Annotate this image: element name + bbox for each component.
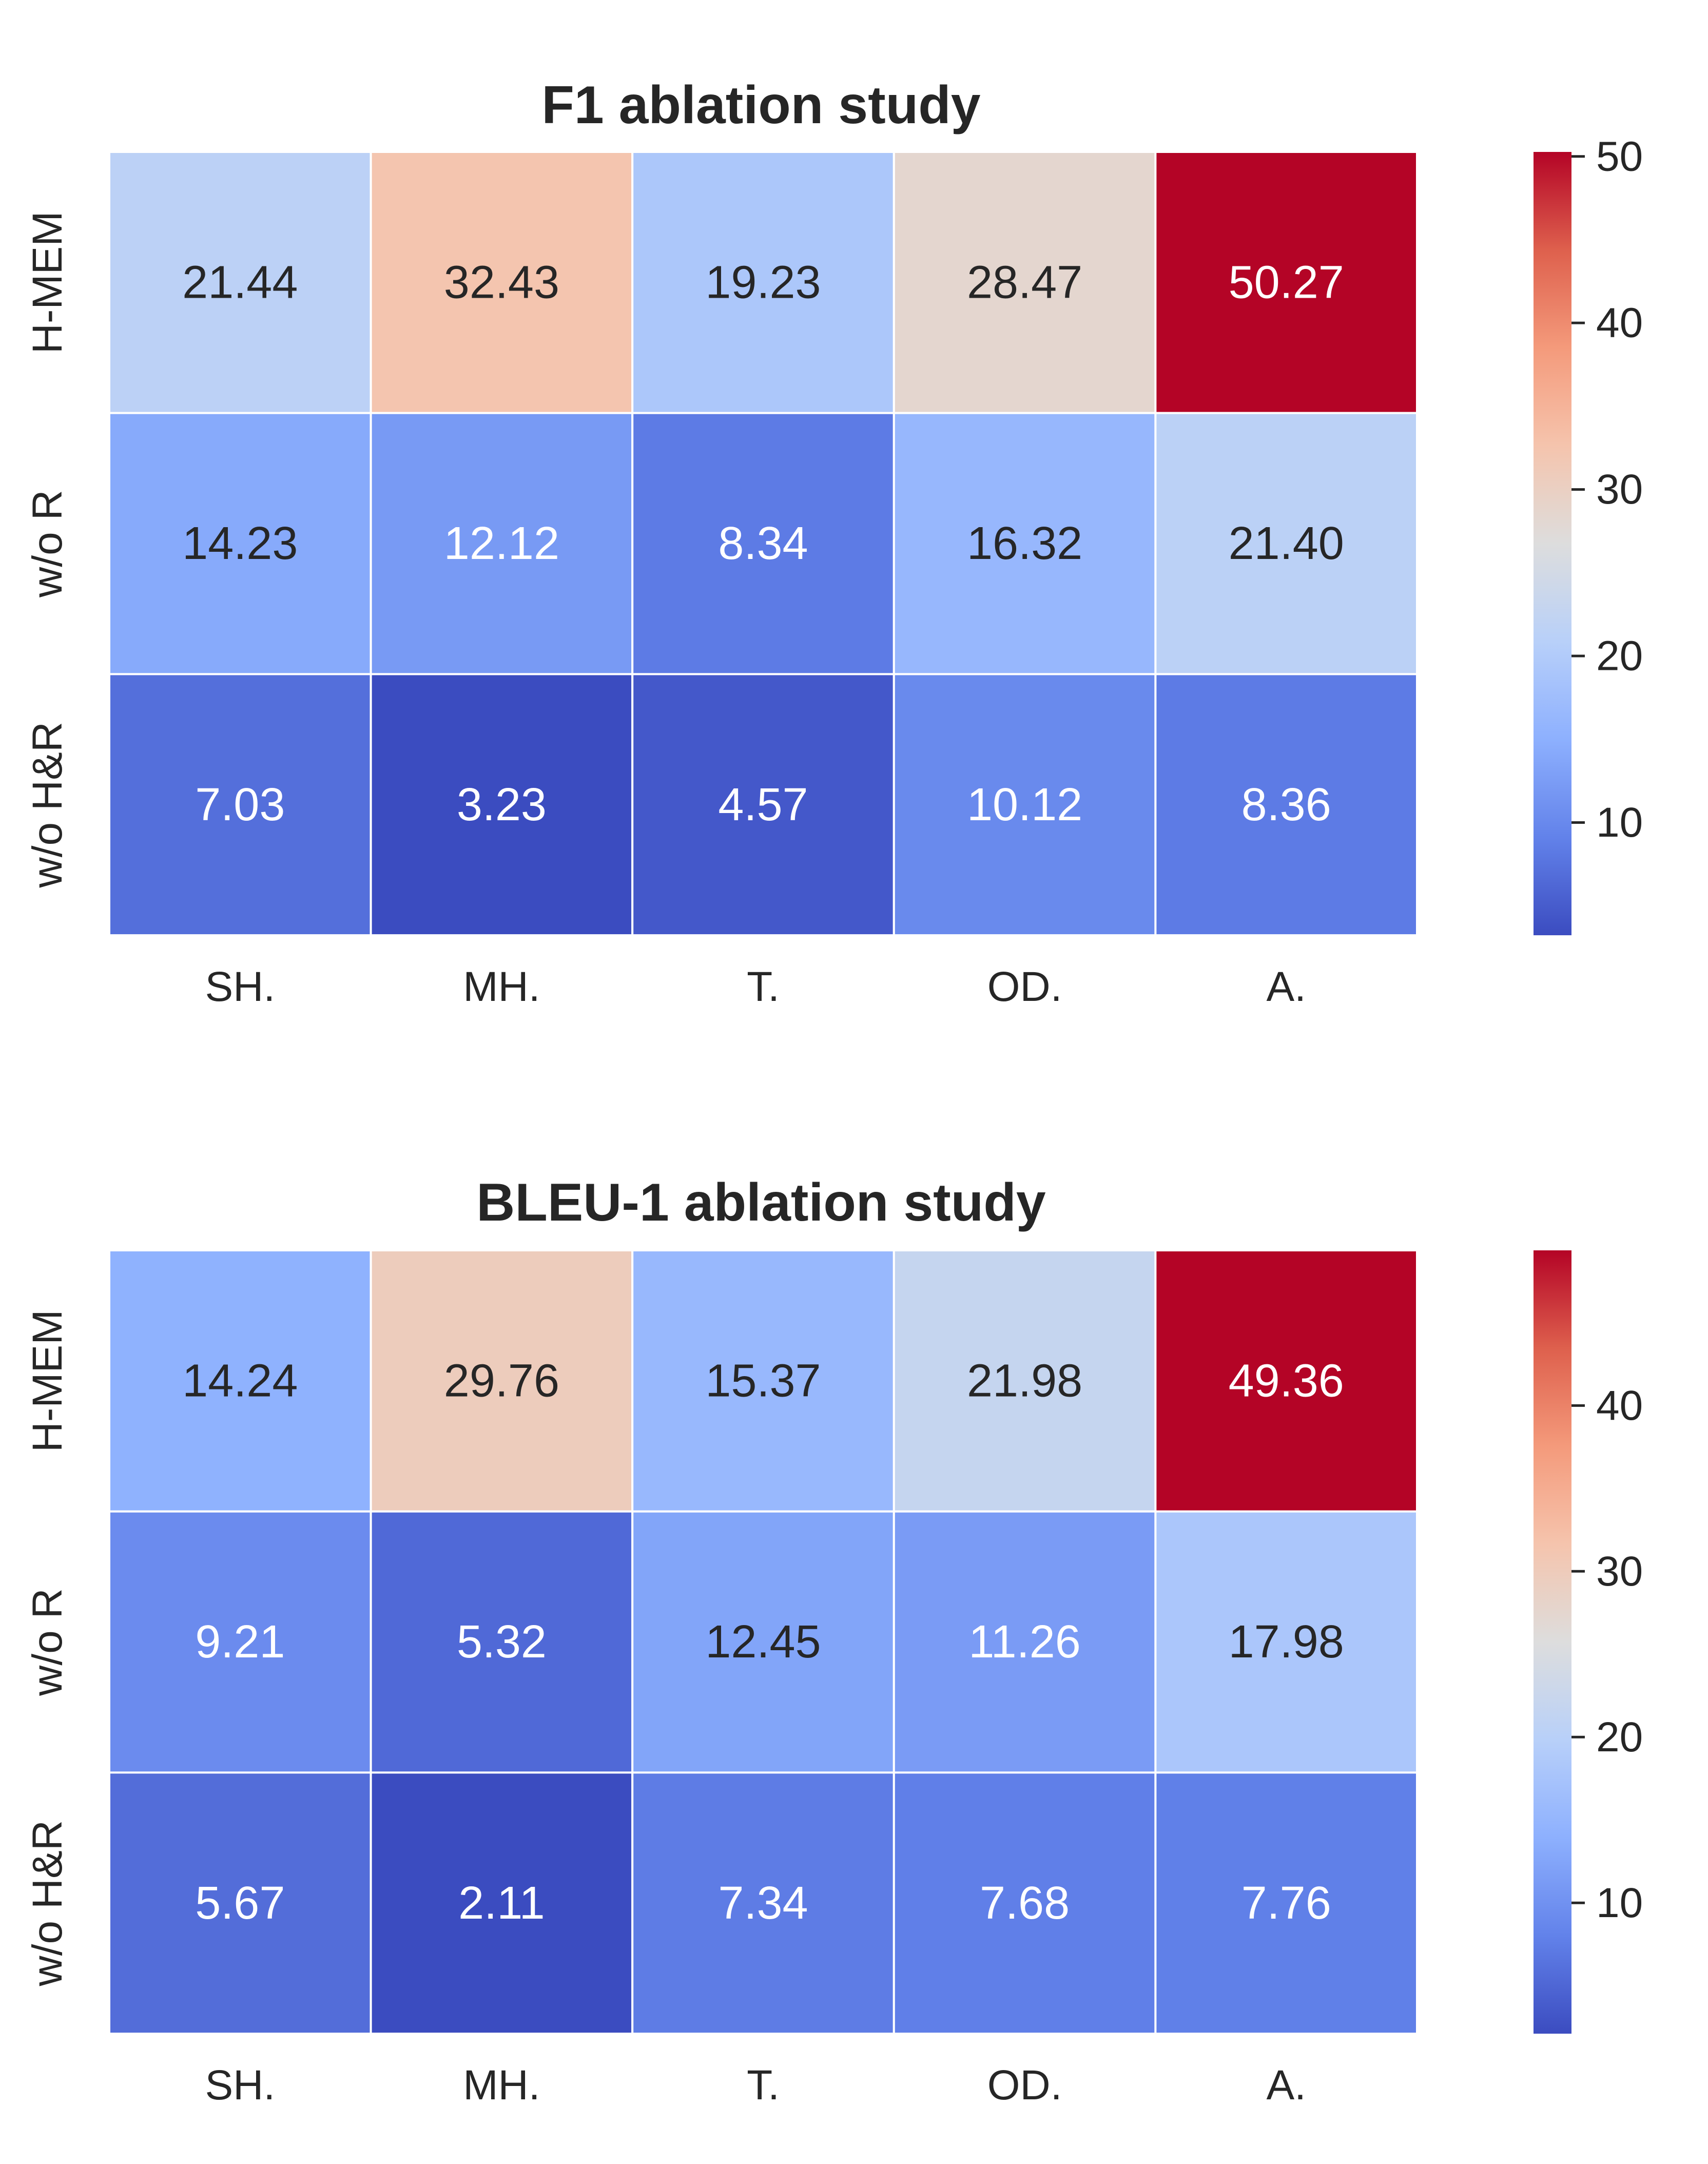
heatmap-cell <box>108 1771 372 2035</box>
colorbar-tick-label: 10 <box>1596 1880 1643 1926</box>
cell-value-label: 49.36 <box>1229 1355 1344 1406</box>
y-tick-label: w/o H&R <box>24 1820 71 1987</box>
cell-value-label: 4.57 <box>718 779 808 830</box>
heatmap-cell <box>1154 412 1418 675</box>
cell-value-label: 21.44 <box>182 257 298 308</box>
x-tick-label: MH. <box>463 963 540 1010</box>
x-tick-label: OD. <box>987 2062 1062 2109</box>
colorbar-tick-label: 50 <box>1596 133 1643 180</box>
cell-value-label: 2.11 <box>458 1878 545 1929</box>
heatmap-cell <box>631 1771 895 2035</box>
heatmap-cell <box>370 1771 634 2035</box>
y-tick-labels: H-MEM w/o R w/o H&R <box>24 211 71 888</box>
heatmap-cell <box>892 1510 1157 1774</box>
cell-value-label: 7.03 <box>195 779 285 830</box>
cell-value-label: 15.37 <box>705 1355 821 1406</box>
y-tick-label: H-MEM <box>24 1309 71 1452</box>
colorbar-tick-label: 30 <box>1596 1548 1643 1595</box>
cell-value-label: 8.36 <box>1241 779 1331 830</box>
cell-value-label: 5.32 <box>457 1616 547 1668</box>
heatmap-cell <box>892 1771 1157 2035</box>
cell-value-label: 5.67 <box>195 1878 285 1929</box>
cell-value-label: 28.47 <box>967 257 1082 308</box>
x-tick-label: A. <box>1266 2062 1306 2109</box>
cell-value-label: 21.40 <box>1229 518 1344 569</box>
heatmap-cells: 21.44 32.43 19.23 28.47 50.27 14.23 12.12 8.34 1… <box>108 151 1418 937</box>
colorbar-tick-label: 20 <box>1596 1714 1643 1761</box>
cell-value-label: 7.34 <box>718 1878 808 1929</box>
heatmap-cell <box>370 1249 634 1513</box>
heatmap-cell <box>1154 1249 1418 1513</box>
heatmap-cell <box>631 412 895 675</box>
x-tick-labels: SH. MH. T. OD. A. <box>205 2062 1306 2109</box>
cell-value-label: 50.27 <box>1229 257 1344 308</box>
colorbar-gradient <box>1534 1250 1571 2034</box>
cell-value-label: 14.24 <box>182 1355 298 1406</box>
heatmap-cell <box>892 151 1157 414</box>
colorbar-tick-label: 20 <box>1596 633 1643 680</box>
cell-value-label: 7.76 <box>1241 1878 1331 1929</box>
cell-value-label: 32.43 <box>444 257 559 308</box>
cell-value-label: 21.98 <box>967 1355 1082 1406</box>
cell-value-label: 9.21 <box>195 1616 285 1668</box>
y-tick-label: H-MEM <box>24 211 71 354</box>
cell-value-label: 29.76 <box>444 1355 559 1406</box>
heatmap-cell <box>1154 1771 1418 2035</box>
heatmap-cell <box>108 151 372 414</box>
heatmap-cell <box>108 1249 372 1513</box>
heatmap-cell <box>892 673 1157 937</box>
f1-heatmap-panel: F1 ablation study 21.44 32.43 19.23 28.47 50… <box>24 75 1643 1010</box>
y-tick-label: w/o R <box>24 1588 71 1696</box>
x-tick-label: T. <box>747 2062 780 2109</box>
heatmap-cell <box>1154 151 1418 414</box>
colorbar-tick-label: 10 <box>1596 799 1643 846</box>
heatmap-cell <box>631 1249 895 1513</box>
chart-title: BLEU-1 ablation study <box>476 1173 1046 1232</box>
cell-value-label: 12.12 <box>444 518 559 569</box>
x-tick-label: T. <box>747 963 780 1010</box>
heatmap-cell <box>892 1249 1157 1513</box>
bleu1-heatmap-panel: BLEU-1 ablation study 14.24 29.76 15.37 21.… <box>24 1173 1643 2109</box>
heatmap-cell <box>370 673 634 937</box>
x-tick-label: MH. <box>463 2062 540 2109</box>
heatmap-cell <box>1154 1510 1418 1774</box>
heatmap-cell <box>108 1510 372 1774</box>
cell-value-label: 14.23 <box>182 518 298 569</box>
cell-value-label: 3.23 <box>457 779 547 830</box>
x-tick-label: A. <box>1266 963 1306 1010</box>
x-tick-label: SH. <box>205 963 275 1010</box>
y-tick-label: w/o R <box>24 490 71 598</box>
x-tick-labels: SH. MH. T. OD. A. <box>205 963 1306 1010</box>
cell-value-label: 19.23 <box>705 257 821 308</box>
heatmap-cells: 14.24 29.76 15.37 21.98 49.36 9.21 5.32 12.45 11… <box>108 1249 1418 2035</box>
heatmap-cell <box>631 673 895 937</box>
colorbar: 10 20 30 40 50 <box>1534 133 1643 936</box>
cell-value-label: 17.98 <box>1229 1616 1344 1668</box>
cell-value-label: 8.34 <box>718 518 808 569</box>
colorbar-tick-label: 30 <box>1596 466 1643 513</box>
chart-title: F1 ablation study <box>541 75 980 135</box>
cell-value-label: 11.26 <box>968 1616 1081 1668</box>
cell-value-label: 10.12 <box>967 779 1082 830</box>
cell-value-label: 16.32 <box>967 518 1082 569</box>
colorbar-tick-label: 40 <box>1596 300 1643 346</box>
heatmap-cell <box>370 151 634 414</box>
y-tick-label: w/o H&R <box>24 722 71 888</box>
colorbar: 10 20 30 40 <box>1534 1250 1643 2034</box>
heatmap-cell <box>631 151 895 414</box>
heatmap-cell <box>108 412 372 675</box>
cell-value-label: 7.68 <box>980 1878 1070 1929</box>
heatmap-cell <box>1154 673 1418 937</box>
x-tick-label: OD. <box>987 963 1062 1010</box>
x-tick-label: SH. <box>205 2062 275 2109</box>
colorbar-tick-label: 40 <box>1596 1382 1643 1429</box>
colorbar-gradient <box>1534 152 1571 936</box>
heatmap-cell <box>370 1510 634 1774</box>
heatmap-cell <box>631 1510 895 1774</box>
cell-value-label: 12.45 <box>705 1616 821 1668</box>
y-tick-labels: H-MEM w/o R w/o H&R <box>24 1309 71 1986</box>
